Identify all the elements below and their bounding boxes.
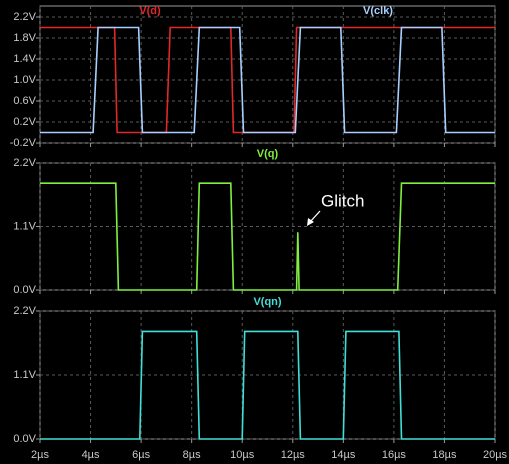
legend-label: V(d) — [139, 5, 161, 17]
x-tick-label: 8µs — [183, 449, 201, 461]
y-tick-label: 1.0V — [13, 74, 36, 86]
x-tick-label: 10µs — [230, 449, 255, 461]
x-tick-label: 4µs — [82, 449, 100, 461]
x-tick-label: 18µs — [432, 449, 457, 461]
arrow-head — [307, 218, 314, 226]
y-tick-label: 1.1V — [13, 369, 36, 381]
x-tick-label: 6µs — [132, 449, 150, 461]
x-tick-label: 2µs — [31, 449, 49, 461]
y-tick-label: 0.2V — [13, 116, 36, 128]
x-tick-label: 12µs — [281, 449, 306, 461]
x-tick-label: 14µs — [331, 449, 356, 461]
y-tick-label: 2.2V — [13, 157, 36, 169]
y-tick-label: 0.0V — [13, 433, 36, 445]
waveform — [40, 26, 495, 134]
waveform — [40, 182, 495, 291]
legend-label: V(clk) — [363, 5, 393, 17]
x-tick-label: 16µs — [382, 449, 407, 461]
y-tick-label: 2.2V — [13, 305, 36, 317]
legend-label: V(q) — [257, 148, 279, 160]
y-tick-label: 1.1V — [13, 220, 36, 232]
annotation: Glitch — [321, 191, 364, 210]
y-tick-label: 1.8V — [13, 32, 36, 44]
y-tick-label: 2.2V — [13, 11, 36, 23]
annotation-arrow — [309, 210, 321, 223]
waveform — [40, 330, 495, 440]
y-tick-label: 0.0V — [13, 284, 36, 296]
y-tick-label: 0.6V — [13, 95, 36, 107]
x-tick-label: 20µs — [483, 449, 508, 461]
legend-label: V(qn) — [253, 296, 281, 308]
y-tick-label: -0.2V — [10, 137, 37, 149]
y-tick-label: 1.4V — [13, 53, 36, 65]
